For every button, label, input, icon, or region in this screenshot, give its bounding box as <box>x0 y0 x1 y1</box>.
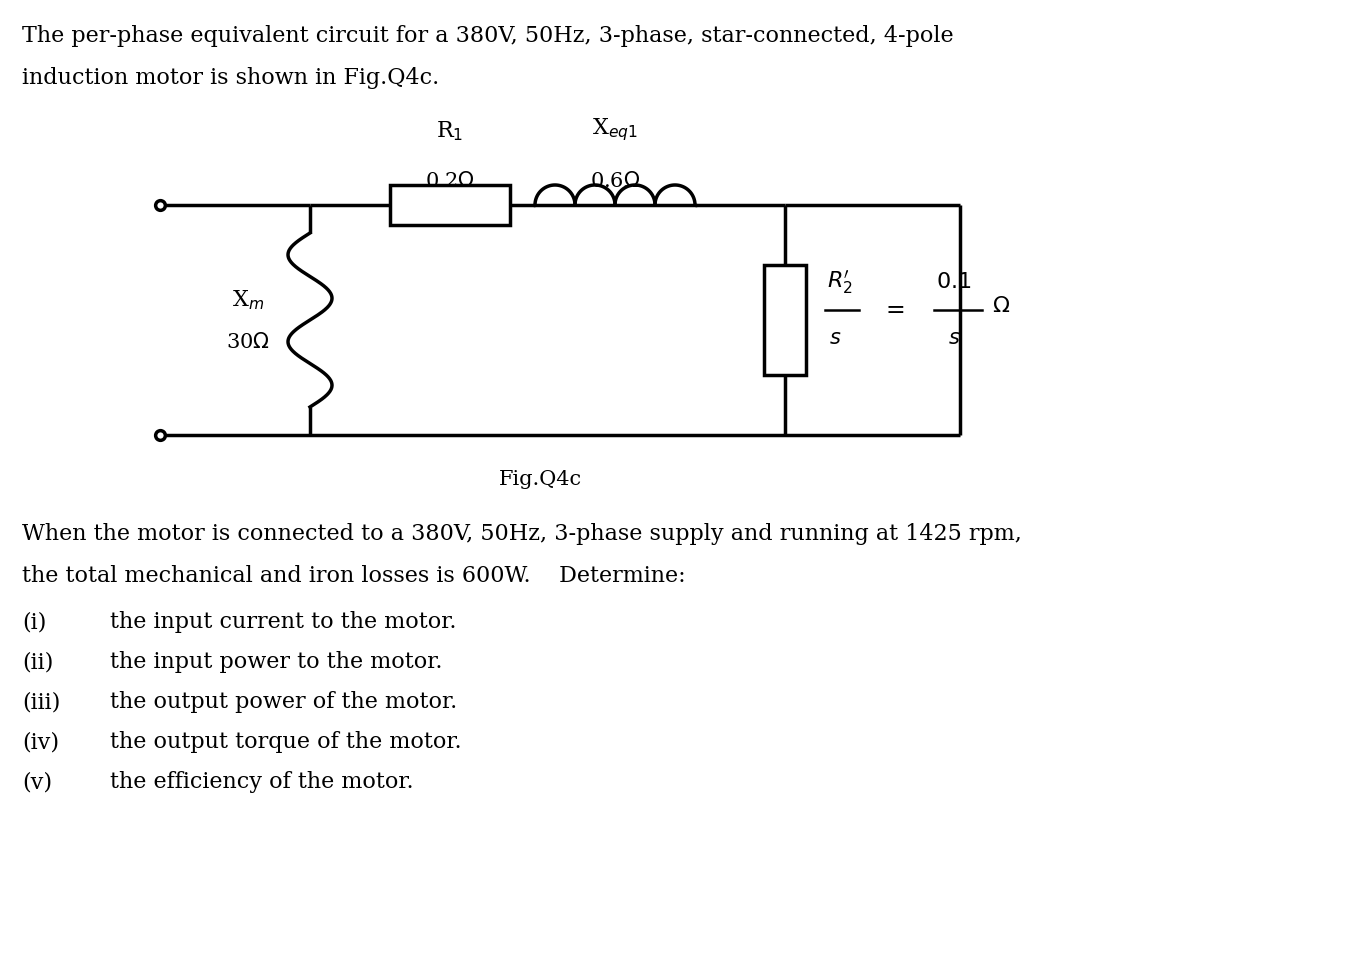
Text: R$_1$: R$_1$ <box>436 119 463 143</box>
Text: (ii): (ii) <box>22 651 54 673</box>
Text: Fig.Q4c: Fig.Q4c <box>498 470 582 489</box>
Text: $s$: $s$ <box>948 329 960 348</box>
Text: (i): (i) <box>22 611 46 633</box>
Text: When the motor is connected to a 380V, 50Hz, 3-phase supply and running at 1425 : When the motor is connected to a 380V, 5… <box>22 523 1022 545</box>
Text: (iii): (iii) <box>22 691 61 713</box>
Text: $s$: $s$ <box>828 329 842 348</box>
Text: 30$\Omega$: 30$\Omega$ <box>226 332 269 352</box>
Text: $0.1$: $0.1$ <box>936 271 971 293</box>
Bar <box>391 185 511 225</box>
Text: The per-phase equivalent circuit for a 380V, 50Hz, 3-phase, star-connected, 4-po: The per-phase equivalent circuit for a 3… <box>22 25 954 47</box>
Text: $R_2'$: $R_2'$ <box>827 268 853 296</box>
Text: induction motor is shown in Fig.Q4c.: induction motor is shown in Fig.Q4c. <box>22 67 439 89</box>
Bar <box>764 265 806 375</box>
Text: the input power to the motor.: the input power to the motor. <box>110 651 443 673</box>
Text: 0.6$\Omega$: 0.6$\Omega$ <box>590 171 640 191</box>
Text: $=$: $=$ <box>881 296 905 320</box>
Text: X$_m$: X$_m$ <box>232 288 264 311</box>
Text: X$_{eq1}$: X$_{eq1}$ <box>593 117 638 143</box>
Text: the total mechanical and iron losses is 600W.    Determine:: the total mechanical and iron losses is … <box>22 565 686 587</box>
Text: (iv): (iv) <box>22 731 59 753</box>
Text: 0.2$\Omega$: 0.2$\Omega$ <box>426 171 475 191</box>
Text: (v): (v) <box>22 771 53 793</box>
Text: the input current to the motor.: the input current to the motor. <box>110 611 457 633</box>
Text: $\Omega$: $\Omega$ <box>991 295 1010 317</box>
Text: the output torque of the motor.: the output torque of the motor. <box>110 731 462 753</box>
Text: the output power of the motor.: the output power of the motor. <box>110 691 457 713</box>
Text: the efficiency of the motor.: the efficiency of the motor. <box>110 771 414 793</box>
